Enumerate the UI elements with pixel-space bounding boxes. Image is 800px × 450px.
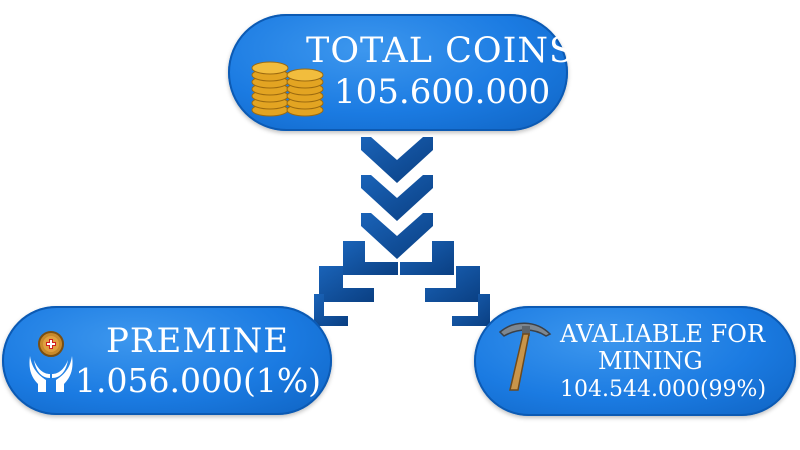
down-chevron-3 — [361, 213, 433, 259]
right-chevron-3 — [452, 294, 490, 326]
left-chevron-3 — [314, 294, 348, 326]
right-chevron-2 — [425, 266, 480, 302]
total-coins-label: TOTAL COINS — [306, 31, 575, 71]
hands-holding-coin-icon — [29, 331, 73, 392]
down-chevron-2 — [361, 175, 433, 221]
premine-label: PREMINE — [106, 321, 290, 361]
pickaxe-icon — [498, 322, 552, 391]
mining-label-line2: MINING — [598, 347, 703, 375]
mining-label-line1: AVALIABLE FOR — [560, 320, 766, 348]
left-chevron-1 — [343, 241, 398, 275]
coin-stacks-icon — [251, 61, 324, 117]
total-coins-value: 105.600.000 — [334, 72, 551, 112]
mining-node: AVALIABLE FOR MINING 104.544.000(99%) — [474, 306, 796, 416]
premine-node: PREMINE 1.056.000(1%) — [2, 306, 332, 415]
premine-value: 1.056.000(1%) — [75, 361, 322, 400]
right-chevron-1 — [400, 241, 454, 275]
left-chevron-2 — [319, 266, 374, 302]
down-chevron-1 — [361, 137, 433, 183]
mining-value: 104.544.000(99%) — [560, 377, 767, 402]
